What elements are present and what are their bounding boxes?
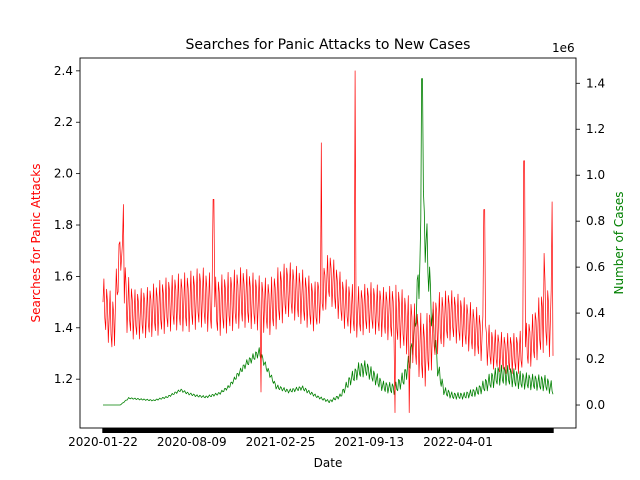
plot-clip-group <box>102 70 554 413</box>
left-y-axis: 1.2 1.4 1.6 1.8 2.0 2.2 2.4 <box>54 64 80 386</box>
left-tick-label: 1.2 <box>54 372 73 386</box>
x-tick-label: 2022-04-01 <box>423 435 493 449</box>
x-tick-band <box>102 428 554 433</box>
left-tick-label: 1.4 <box>54 321 73 335</box>
series-line-searches-for-panic-attacks <box>102 70 554 413</box>
right-tick-label: 1.4 <box>586 76 605 90</box>
right-y-axis: 0.0 0.2 0.4 0.6 0.8 1.0 1.2 1.4 <box>576 76 605 412</box>
right-tick-label: 0.4 <box>586 306 605 320</box>
series-searches-for-panic-attacks <box>102 70 554 413</box>
left-tick-label: 1.8 <box>54 218 73 232</box>
right-tick-label: 0.2 <box>586 352 605 366</box>
left-tick-label: 2.4 <box>54 64 73 78</box>
left-y-axis-label: Searches for Panic Attacks <box>29 164 43 323</box>
left-tick-label: 2.0 <box>54 167 73 181</box>
x-axis-label: Date <box>314 456 343 470</box>
left-tick-label: 2.2 <box>54 115 73 129</box>
right-tick-label: 1.2 <box>586 122 605 136</box>
right-tick-label: 0.6 <box>586 260 605 274</box>
right-y-axis-label: Number of Cases <box>612 191 626 294</box>
chart-title: Searches for Panic Attacks to New Cases <box>186 37 471 53</box>
x-tick-label: 2021-02-25 <box>246 435 316 449</box>
x-tick-label: 2020-01-22 <box>68 435 138 449</box>
right-tick-label: 0.8 <box>586 214 605 228</box>
x-tick-label: 2021-09-13 <box>334 435 404 449</box>
series-number-of-cases <box>103 78 554 406</box>
right-axis-offset-label: 1e6 <box>552 41 575 55</box>
right-tick-label: 0.0 <box>586 398 605 412</box>
right-tick-label: 1.0 <box>586 168 605 182</box>
x-axis: 2020-01-22 2020-08-09 2021-02-25 2021-09-13… <box>68 428 554 449</box>
left-tick-label: 1.6 <box>54 269 73 283</box>
x-tick-label: 2020-08-09 <box>157 435 227 449</box>
series-line-number-of-cases <box>103 78 554 406</box>
